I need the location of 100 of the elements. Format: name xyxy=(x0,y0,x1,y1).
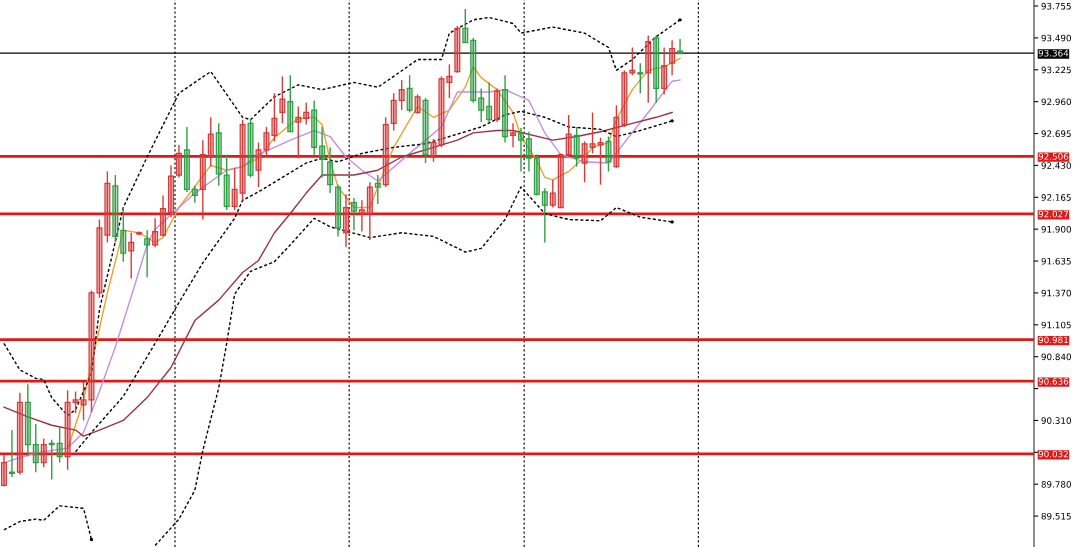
candlestick xyxy=(637,62,644,94)
y-tick-label: 92.695 xyxy=(1041,130,1071,137)
candlestick xyxy=(342,193,350,248)
y-tick-label: 90.840 xyxy=(1041,353,1071,361)
candlestick xyxy=(406,74,413,114)
y-tick-label: 89.780 xyxy=(1041,481,1071,488)
ref-line-label: 92.506 xyxy=(1038,153,1069,160)
candlestick xyxy=(430,138,437,163)
candlestick xyxy=(462,8,469,44)
candlestick xyxy=(478,87,485,123)
candlestick xyxy=(502,74,509,144)
candlestick xyxy=(112,174,119,244)
candlestick xyxy=(88,289,95,413)
candlestick xyxy=(374,174,381,205)
y-tick-label: 93.225 xyxy=(1041,66,1071,74)
candlestick xyxy=(525,131,532,173)
candlestick xyxy=(327,146,334,194)
candlestick xyxy=(589,111,596,155)
candlestick xyxy=(247,117,254,179)
y-tick-label: 93.490 xyxy=(1041,34,1071,42)
candlestick xyxy=(414,93,421,115)
candlestick xyxy=(144,229,151,278)
candlestick xyxy=(438,75,445,149)
candlestick xyxy=(319,126,326,179)
y-tick-label: 91.105 xyxy=(1041,321,1071,329)
candlestick xyxy=(335,183,342,238)
y-tick-label: 91.900 xyxy=(1041,226,1071,233)
candlestick xyxy=(549,179,556,209)
candlestick xyxy=(382,116,389,188)
candlestick xyxy=(486,81,493,123)
candlestick xyxy=(661,46,668,96)
candlestick xyxy=(160,194,167,238)
candlestick xyxy=(64,389,71,471)
candlestick xyxy=(136,230,143,236)
candlestick xyxy=(311,99,318,157)
y-tick-label: 90.310 xyxy=(1041,417,1071,424)
candlestick xyxy=(0,454,7,488)
candlestick xyxy=(183,126,190,193)
candlestick xyxy=(32,423,39,473)
candlestick xyxy=(565,114,572,158)
candlestick xyxy=(48,438,55,481)
ref-line-label: 90.032 xyxy=(1038,450,1068,458)
candlestick xyxy=(207,116,214,168)
candlestick xyxy=(152,217,159,248)
candlestick xyxy=(613,104,620,169)
ref-line-label: 90.636 xyxy=(1038,378,1069,385)
candlestick xyxy=(422,97,429,164)
ref-line-label: 93.364 xyxy=(1038,49,1069,57)
candlestick xyxy=(446,63,453,99)
candlestick xyxy=(653,34,660,104)
candlestick xyxy=(350,197,357,232)
candlestick xyxy=(677,38,684,55)
candlestick xyxy=(597,137,604,186)
y-tick-label: 89.515 xyxy=(1041,512,1071,520)
candlestick xyxy=(470,37,477,104)
y-tick-label: 93.755 xyxy=(1041,2,1071,10)
candlestick xyxy=(541,187,548,244)
candlestick xyxy=(510,122,517,149)
y-tick-label: 92.165 xyxy=(1041,194,1071,201)
candlestick xyxy=(645,34,652,104)
y-tick-label: 92.430 xyxy=(1041,162,1071,169)
candlestick xyxy=(104,170,111,244)
candlestick xyxy=(454,25,461,74)
candlestick xyxy=(120,206,127,263)
candlestick xyxy=(175,144,182,179)
candlestick xyxy=(279,75,286,125)
candlestick xyxy=(128,232,135,280)
candlestick xyxy=(191,185,198,204)
candlestick xyxy=(239,119,246,201)
y-tick-label: 92.960 xyxy=(1041,98,1071,106)
candlestick xyxy=(24,383,31,458)
candlestick xyxy=(8,429,15,478)
candlestick xyxy=(80,381,87,422)
candlestick xyxy=(231,167,238,211)
candlestick xyxy=(581,140,588,183)
candlestick xyxy=(366,181,373,241)
candlestick xyxy=(533,153,540,197)
candlestick xyxy=(358,199,365,233)
candlestick xyxy=(669,39,676,76)
ref-line-label: 92.027 xyxy=(1038,210,1068,218)
candlestick xyxy=(494,87,501,123)
candlestick xyxy=(390,92,397,132)
candlestick xyxy=(398,79,405,111)
candlestick xyxy=(271,92,278,143)
y-tick-label: 91.370 xyxy=(1041,289,1071,297)
candlestick xyxy=(40,437,47,469)
candlestick xyxy=(96,218,103,299)
candlestick xyxy=(303,102,310,126)
candlestick xyxy=(517,127,524,173)
candlestick xyxy=(557,152,564,209)
line-series xyxy=(66,57,681,451)
candlestick xyxy=(263,126,270,158)
ref-line-label: 90.981 xyxy=(1038,336,1068,344)
candlestick xyxy=(167,164,175,218)
candlestick xyxy=(16,392,23,476)
candlestick xyxy=(72,390,79,414)
candlestick xyxy=(56,425,63,464)
candlestick xyxy=(573,126,580,168)
candlestick xyxy=(223,153,230,211)
candlestick xyxy=(605,135,612,173)
